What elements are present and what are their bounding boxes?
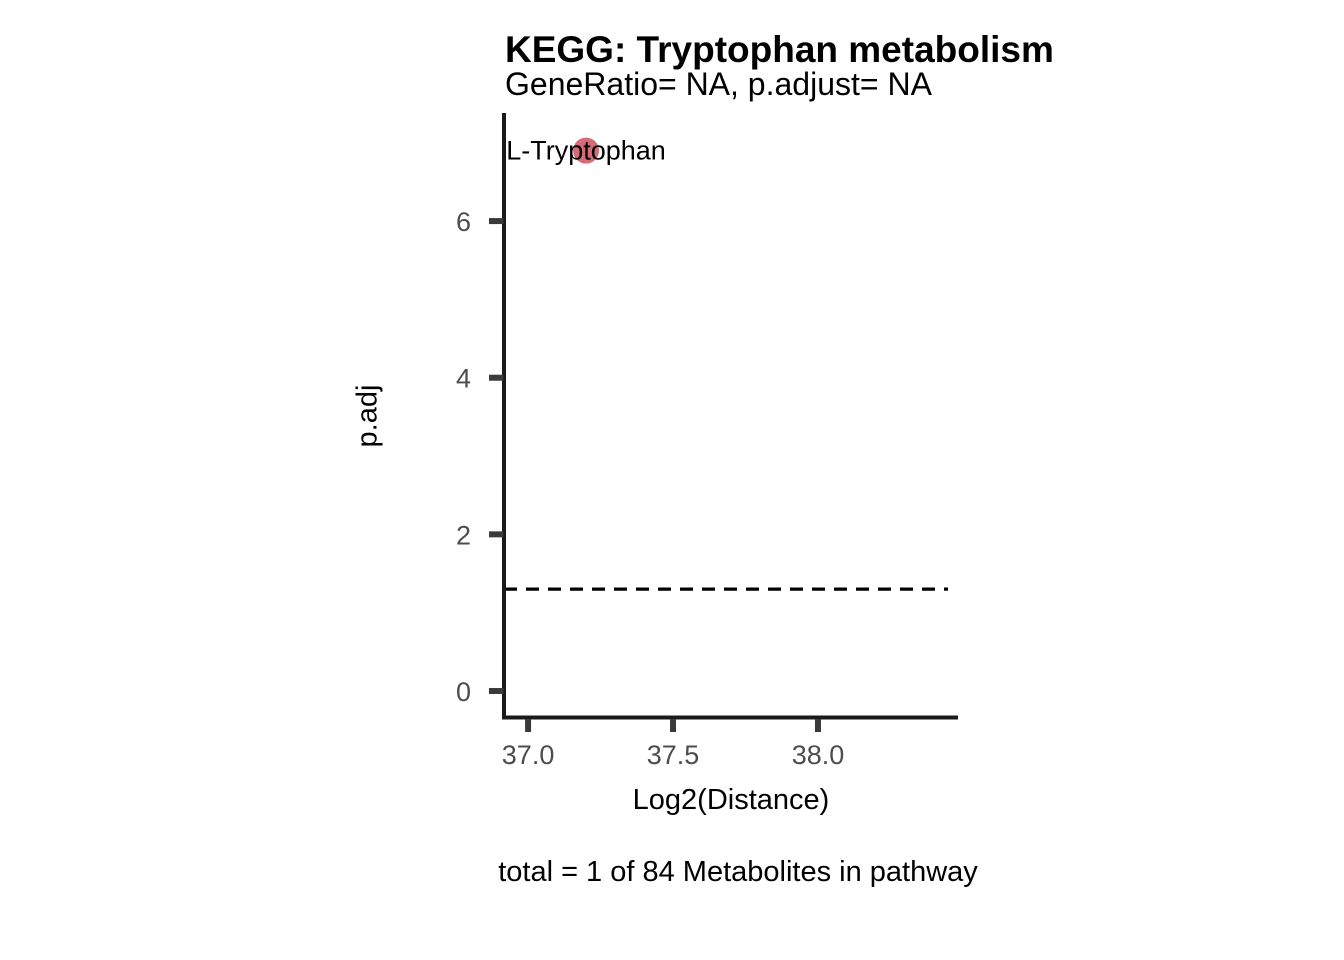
y-tick-label: 0 <box>456 677 471 707</box>
x-tick-label: 38.0 <box>792 740 845 770</box>
y-tick-label: 6 <box>456 207 471 237</box>
y-tick-label: 4 <box>456 364 471 394</box>
x-tick-label: 37.5 <box>647 740 700 770</box>
point-label: L-Tryptophan <box>506 136 666 166</box>
chart-subtitle: GeneRatio= NA, p.adjust= NA <box>505 66 932 102</box>
chart-title: KEGG: Tryptophan metabolism <box>505 29 1054 70</box>
x-tick-label: 37.0 <box>502 740 555 770</box>
y-tick-label: 2 <box>456 520 471 550</box>
x-axis-title: Log2(Distance) <box>632 784 830 816</box>
data-point <box>573 137 600 164</box>
chart-caption: total = 1 of 84 Metabolites in pathway <box>498 856 978 888</box>
y-axis-title: p.adj <box>351 384 384 448</box>
